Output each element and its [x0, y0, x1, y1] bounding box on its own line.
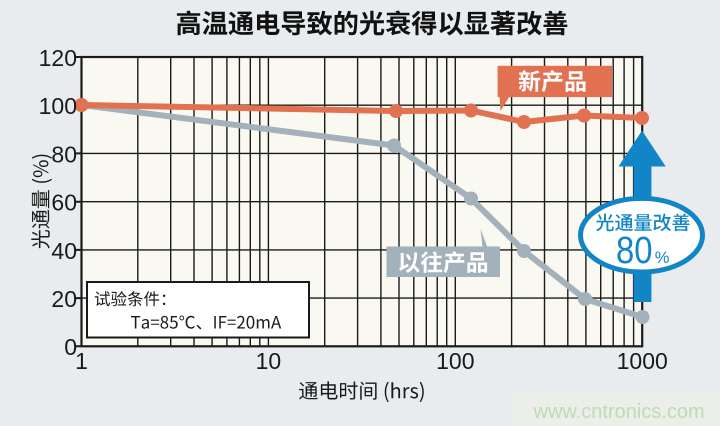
svg-text:10: 10	[256, 348, 282, 374]
svg-text:%: %	[655, 249, 670, 267]
svg-text:0: 0	[64, 334, 77, 360]
svg-text:20: 20	[51, 286, 77, 312]
svg-text:80: 80	[616, 230, 653, 272]
svg-text:80: 80	[51, 141, 77, 167]
svg-text:120: 120	[39, 45, 77, 71]
svg-text:www.cntronics.com: www.cntronics.com	[533, 401, 705, 423]
svg-text:60: 60	[51, 190, 77, 216]
svg-text:1: 1	[75, 348, 88, 374]
svg-text:100: 100	[39, 93, 77, 119]
svg-text:1000: 1000	[617, 348, 668, 374]
svg-text:100: 100	[436, 348, 474, 374]
svg-text:40: 40	[51, 238, 77, 264]
